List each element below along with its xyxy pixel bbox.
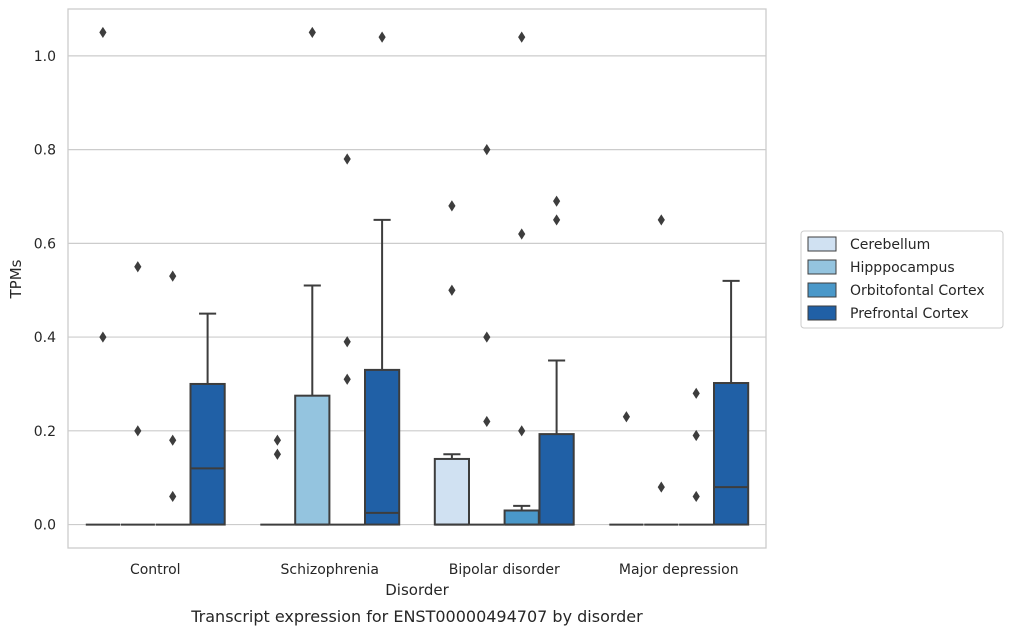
x-tick-label: Major depression	[619, 562, 739, 578]
y-axis-label: TPMs	[7, 259, 25, 299]
legend-swatch	[807, 305, 837, 321]
box-1-2	[469, 144, 504, 526]
legend-label: Hipppocampus	[850, 260, 955, 276]
box-1-0	[120, 261, 155, 526]
box-0-0	[85, 26, 121, 526]
box-0-2	[433, 200, 471, 526]
outlier-point	[692, 429, 700, 442]
outlier-point	[518, 228, 526, 240]
y-tick-label: 0.2	[34, 424, 56, 440]
outlier-point	[692, 387, 700, 399]
legend-label: Cerebellum	[850, 237, 930, 253]
outlier-point	[657, 214, 665, 226]
box-1-1	[294, 26, 331, 526]
outlier-point	[518, 425, 526, 437]
plot-frame	[67, 8, 767, 549]
outlier-point	[134, 425, 142, 437]
box-3-0	[189, 312, 226, 526]
outlier-point	[134, 261, 142, 273]
outlier-point	[448, 284, 456, 296]
outlier-point	[448, 200, 456, 212]
outlier-point	[273, 448, 281, 460]
box-body	[363, 368, 401, 526]
y-tick-label: 0.8	[34, 143, 56, 159]
box-0-1	[260, 434, 295, 526]
outlier-point	[553, 195, 561, 207]
outlier-point	[483, 331, 491, 343]
legend-label: Prefrontal Cortex	[850, 306, 969, 322]
box-2-0	[155, 270, 190, 526]
box-3-2	[538, 195, 575, 526]
y-tick-labels: 0.0 0.2 0.4 0.6 0.8 1.0	[34, 49, 56, 534]
box-body	[294, 394, 331, 526]
x-tick-label: Schizophrenia	[281, 562, 379, 578]
box-3-3	[712, 279, 750, 526]
outlier-point	[657, 481, 665, 493]
y-tick-label: 1.0	[34, 49, 56, 65]
outlier-point	[553, 214, 561, 226]
outlier-point	[343, 373, 351, 385]
chart-caption: Transcript expression for ENST0000049470…	[190, 607, 643, 626]
legend: Cerebellum Hipppocampus Orbitofontal Corte…	[800, 230, 1004, 329]
boxes	[85, 26, 750, 526]
outlier-point	[483, 144, 491, 156]
outlier-point	[343, 153, 351, 165]
box-0-3	[609, 411, 644, 526]
box-2-3	[679, 387, 714, 526]
y-tick-label: 0.0	[34, 518, 56, 534]
box-body	[538, 433, 575, 526]
outlier-point	[169, 490, 177, 503]
legend-swatch	[807, 236, 837, 252]
outlier-point	[169, 270, 177, 282]
box-body	[189, 382, 226, 526]
y-tick-label: 0.6	[34, 236, 56, 252]
x-tick-labels: Control Schizophrenia Bipolar disorder Majo…	[130, 562, 739, 578]
outlier-point	[378, 31, 386, 43]
x-axis-label: Disorder	[385, 581, 449, 599]
outlier-point	[99, 26, 107, 39]
x-tick-label: Bipolar disorder	[449, 562, 560, 578]
outlier-point	[692, 490, 700, 503]
outlier-point	[483, 415, 491, 428]
box-body	[503, 509, 540, 526]
outlier-point	[518, 31, 526, 43]
y-tick-label: 0.4	[34, 330, 56, 346]
legend-frame	[800, 230, 1004, 329]
box-body	[712, 382, 750, 526]
box-2-2	[503, 31, 540, 526]
grid-lines	[68, 55, 766, 526]
box-3-1	[363, 31, 401, 526]
outlier-point	[343, 336, 351, 348]
legend-swatch	[807, 282, 837, 298]
box-2-1	[330, 153, 365, 526]
outlier-point	[273, 434, 281, 446]
legend-label: Orbitofontal Cortex	[850, 283, 985, 299]
outlier-point	[169, 434, 177, 446]
outlier-point	[99, 331, 107, 343]
x-tick-label: Control	[130, 562, 181, 578]
legend-swatch	[807, 259, 837, 275]
outlier-point	[622, 411, 630, 423]
box-1-3	[644, 214, 679, 526]
outlier-point	[308, 26, 316, 39]
box-body	[433, 457, 471, 526]
